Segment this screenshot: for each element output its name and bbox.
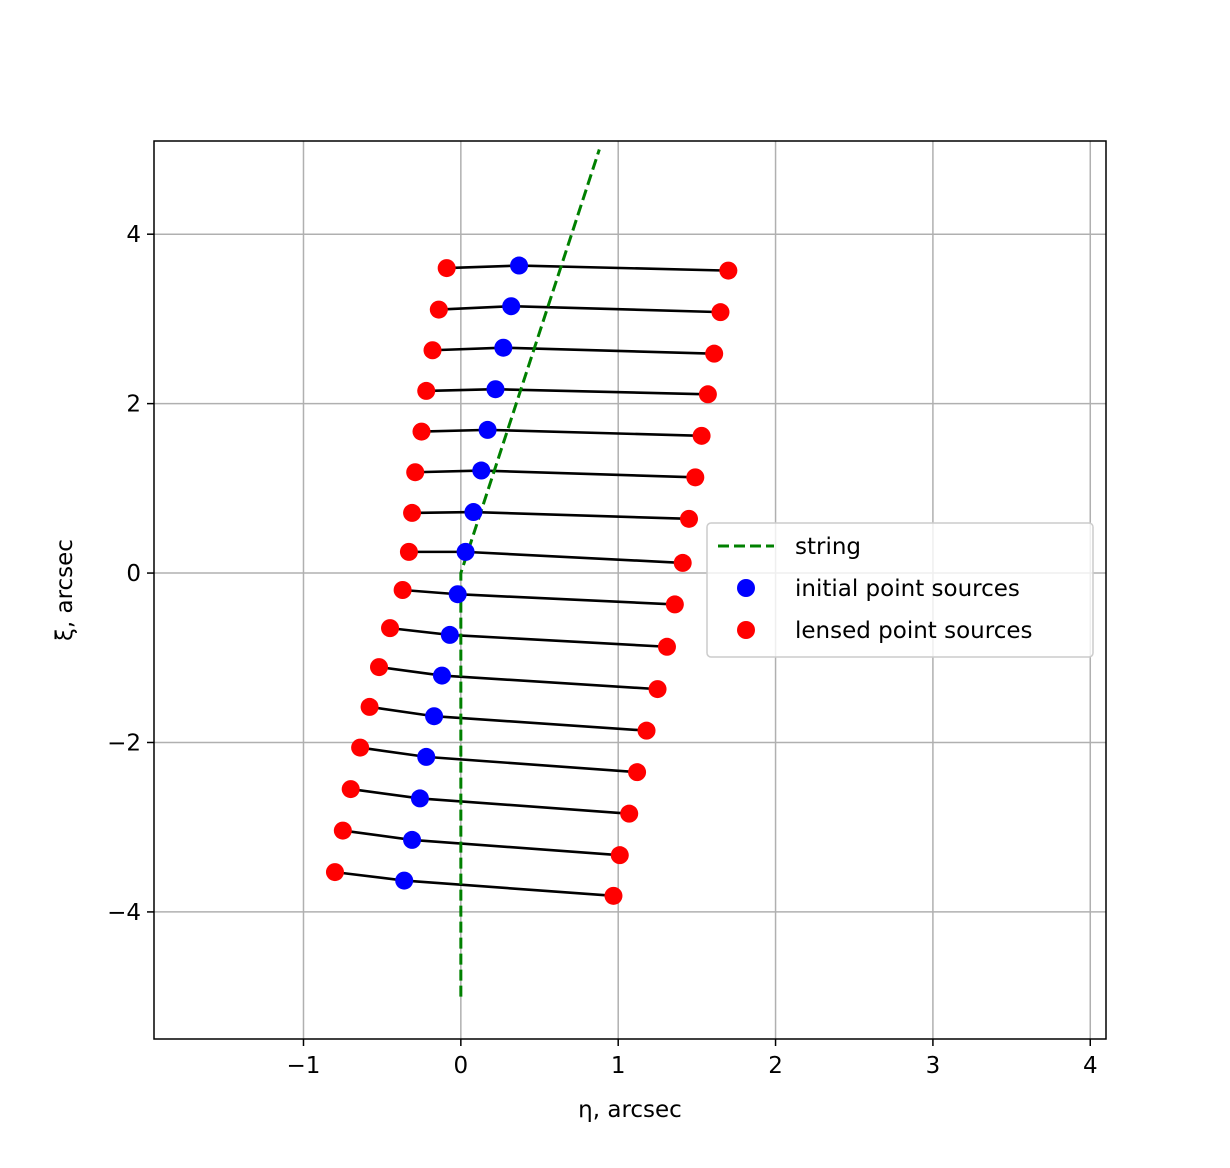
lensed-point <box>429 300 448 319</box>
lensed-point <box>680 509 699 528</box>
lensed-point <box>381 619 400 638</box>
y-tick-label: 0 <box>126 561 141 587</box>
initial-point <box>464 503 483 522</box>
lensed-point <box>417 381 436 400</box>
initial-point <box>410 789 429 808</box>
initial-point <box>510 256 529 275</box>
initial-point <box>494 338 513 357</box>
x-tick-label: 2 <box>768 1053 783 1079</box>
connector-line <box>389 626 668 649</box>
initial-point <box>448 585 467 604</box>
initial-point <box>440 625 459 644</box>
lensed-point <box>351 738 370 757</box>
connector-line <box>408 550 683 565</box>
string-line <box>459 149 601 997</box>
lensed-point <box>673 553 692 572</box>
connector-line <box>415 469 696 479</box>
axis-ticks: −1 0 1 2 3 4 −4 −2 0 2 4 <box>107 222 1097 1079</box>
initial-point <box>502 297 521 316</box>
initial-point <box>472 461 491 480</box>
legend: string initial point sources lensed poin… <box>706 522 1094 658</box>
legend-label-initial: initial point sources <box>795 576 1020 602</box>
connector-line <box>438 304 721 314</box>
x-tick-label: 4 <box>1083 1053 1098 1079</box>
lensed-point <box>657 637 676 656</box>
lensed-point <box>370 658 389 677</box>
legend-swatch-lensed <box>737 621 755 639</box>
lensed-point <box>325 863 344 882</box>
connector-line <box>359 746 638 774</box>
legend-box <box>706 522 1094 658</box>
lensed-point <box>620 804 639 823</box>
legend-label-string: string <box>795 534 861 560</box>
plot-frame <box>153 140 1107 1040</box>
initial-point <box>403 830 422 849</box>
lensed-point <box>719 261 738 280</box>
lensed-point <box>412 422 431 441</box>
lensed-point <box>406 463 425 482</box>
lensed-point <box>423 341 442 360</box>
initial-point <box>486 380 505 399</box>
x-tick-label: 0 <box>454 1053 469 1079</box>
lensed-point <box>360 697 379 716</box>
y-tick-label: −2 <box>107 730 141 756</box>
x-tick-label: 1 <box>611 1053 626 1079</box>
lensed-point <box>604 886 623 905</box>
connector-line <box>446 264 729 272</box>
lensed-point <box>711 303 730 322</box>
y-tick-label: 2 <box>126 392 141 418</box>
connector-line <box>412 510 690 521</box>
lensed-point <box>665 595 684 614</box>
connector-line <box>369 705 647 732</box>
lensed-point <box>648 680 667 699</box>
lensed-point <box>628 763 647 782</box>
initial-point <box>417 747 436 766</box>
x-axis-label: η, arcsec <box>578 1097 682 1123</box>
y-axis-label: ξ, arcsec <box>52 539 78 641</box>
lensed-point <box>341 780 360 799</box>
connector-line <box>426 387 708 396</box>
initial-point <box>395 871 414 890</box>
y-tick-label: 4 <box>126 222 141 248</box>
lensed-point <box>437 259 456 278</box>
connector-line <box>342 829 620 857</box>
lensed-point <box>610 846 629 865</box>
connector-line <box>350 787 630 815</box>
lensed-point <box>393 581 412 599</box>
lensed-point <box>333 821 352 840</box>
legend-swatch-initial <box>737 579 755 597</box>
lensed-point <box>692 426 711 445</box>
legend-label-lensed: lensed point sources <box>795 618 1033 644</box>
lensed-point <box>399 542 418 561</box>
connector-line <box>421 428 702 438</box>
initial-point <box>425 707 444 726</box>
series-layer <box>325 149 738 997</box>
lensed-point <box>403 503 422 522</box>
initial-point <box>456 542 475 561</box>
lensed-point <box>637 721 656 740</box>
initial-point <box>478 420 497 439</box>
x-tick-label: −1 <box>287 1053 321 1079</box>
initial-point <box>432 666 451 685</box>
connector-line <box>402 588 675 606</box>
connector-line <box>432 346 715 355</box>
y-tick-label: −4 <box>107 900 141 926</box>
connector-line <box>378 665 658 691</box>
lensed-point <box>698 385 717 404</box>
lensed-point <box>705 344 724 363</box>
x-tick-label: 3 <box>926 1053 941 1079</box>
lensed-point <box>686 468 705 487</box>
connector-line <box>334 870 614 898</box>
